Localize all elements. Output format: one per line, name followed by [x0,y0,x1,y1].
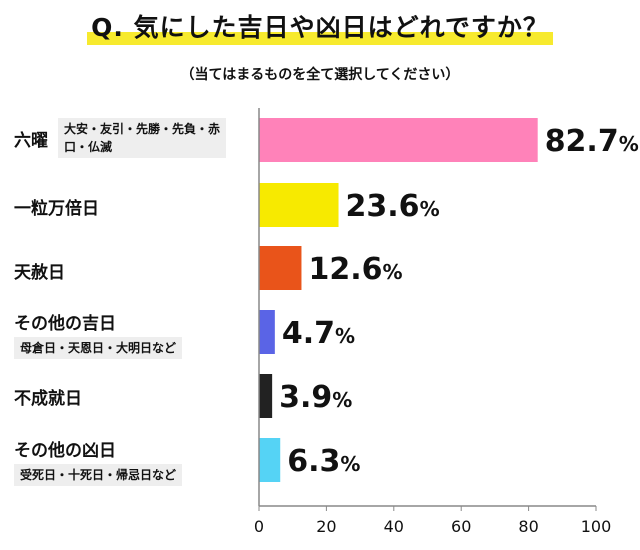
category-label-other-unlucky: その他の凶日 受死日・十死日・帰忌日など [14,436,183,486]
chart-title: Q. 気にした吉日や凶日はどれですか？ [87,8,553,48]
value-label: 6.3% [287,444,360,479]
x-tick-label: 40 [384,517,404,536]
value-unit: % [340,452,360,476]
value-label: 82.7% [545,124,639,159]
category-label-rokuyo: 六曜 大安・友引・先勝・先負・赤口・仏滅 [14,118,226,158]
category-label-tensha: 天赦日 [14,258,65,283]
chart-subtitle: （当てはまるものを全て選択してください） [180,67,460,83]
value-unit: % [332,388,352,412]
category-sublabel: 受死日・十死日・帰忌日など [14,464,183,486]
value-unit: % [619,132,639,156]
category-name: 天赦日 [14,263,65,283]
bar [259,374,273,418]
bar [259,118,538,162]
category-name: 六曜 [14,130,48,151]
value-label: 23.6% [346,189,440,224]
category-name: その他の凶日 [14,441,116,461]
value-unit: % [420,197,440,221]
value-label: 4.7% [282,316,355,351]
category-label-other-lucky: その他の吉日 母倉日・天恩日・大明日など [14,309,183,359]
category-sublabel: 大安・友引・先勝・先負・赤口・仏滅 [58,118,226,158]
x-tick-label: 0 [254,517,264,536]
bar [259,310,275,354]
value-unit: % [382,260,402,284]
x-tick-label: 60 [451,517,471,536]
x-tick-label: 20 [316,517,336,536]
chart-title-text: Q. 気にした吉日や凶日はどれですか？ [91,13,549,42]
category-name: 不成就日 [14,389,82,409]
bar [259,438,281,482]
value-label: 12.6% [308,252,402,287]
x-tick-label: 100 [581,517,612,536]
x-tick-label: 80 [518,517,538,536]
bar [259,183,339,227]
category-name: その他の吉日 [14,314,116,334]
category-label-fujoju: 不成就日 [14,384,82,409]
category-sublabel: 母倉日・天恩日・大明日など [14,337,183,359]
value-label: 3.9% [279,380,352,415]
value-unit: % [335,324,355,348]
chart-title-area: Q. 気にした吉日や凶日はどれですか？ [0,8,640,52]
category-label-ichiryu: 一粒万倍日 [14,194,99,219]
category-name: 一粒万倍日 [14,199,99,219]
bar [259,246,302,290]
